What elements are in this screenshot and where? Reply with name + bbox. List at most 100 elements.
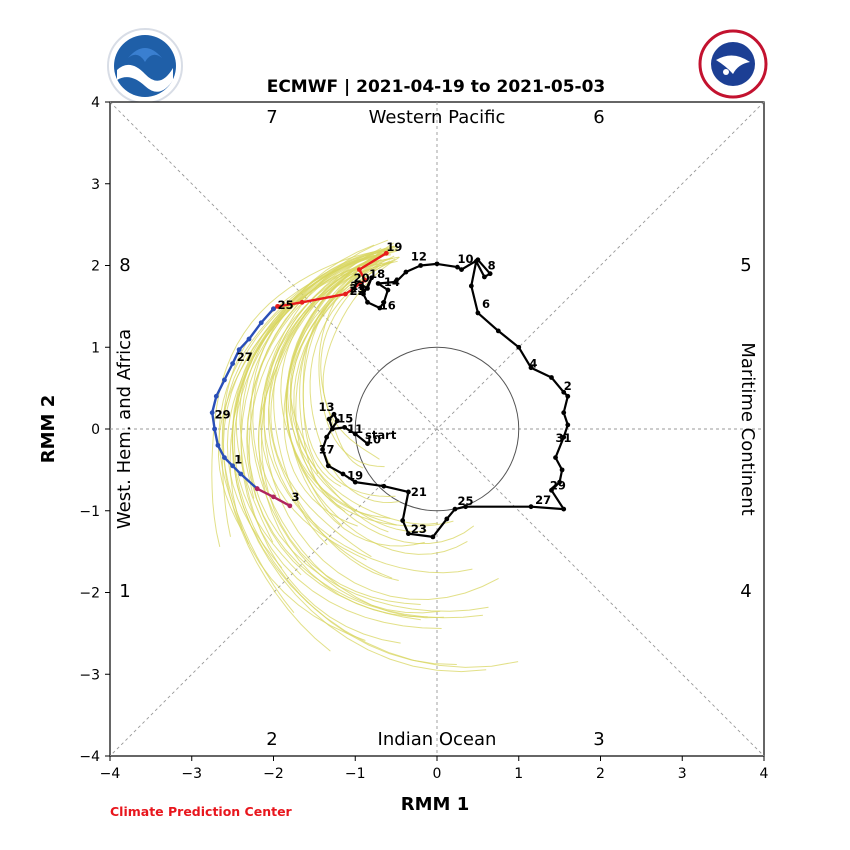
forecast_week1-point — [299, 299, 305, 305]
x-axis-label: RMM 1 — [401, 794, 469, 815]
y-tick-label: 4 — [91, 95, 100, 111]
x-tick-label: 1 — [514, 766, 523, 782]
observed-point — [495, 328, 501, 334]
credit-text: Climate Prediction Center — [110, 804, 292, 819]
y-axis-ticks: −4 −3 −2 −1 0 1 2 3 4 — [79, 95, 110, 765]
day-label: 19 — [386, 240, 402, 254]
observed-point — [377, 305, 383, 311]
observed-point — [365, 285, 370, 291]
y-tick-label: −1 — [79, 504, 100, 520]
day-label: 16 — [380, 299, 396, 313]
ensemble-member-line — [222, 261, 393, 652]
observed-point — [381, 299, 387, 305]
day-label: 25 — [278, 298, 294, 312]
y-tick-label: 3 — [91, 177, 100, 193]
observed-point — [553, 455, 558, 461]
y-tick-label: −3 — [79, 667, 100, 683]
observed-point — [475, 257, 481, 263]
observed-point — [561, 389, 567, 395]
day-label: 10 — [457, 252, 473, 266]
ensemble-members — [211, 239, 519, 673]
ensemble-member-line — [309, 258, 400, 504]
observed-point — [557, 479, 563, 485]
observed-point — [405, 531, 411, 537]
observed-point — [463, 504, 469, 510]
x-axis-ticks: −4 −3 −2 −1 0 1 2 3 4 — [100, 756, 769, 782]
observed-point — [403, 269, 409, 275]
forecast_week2-point — [271, 306, 276, 312]
region-label-maritime-continent: Maritime Continent — [737, 342, 758, 515]
observed-point — [565, 422, 571, 428]
x-tick-label: −1 — [345, 766, 366, 782]
forecast_week1-point — [356, 267, 362, 272]
observed-point — [385, 287, 391, 293]
observed-point — [324, 434, 330, 440]
forecast_week1-point — [343, 291, 348, 297]
day-label: 11 — [347, 422, 363, 436]
observed-point — [528, 365, 534, 371]
y-tick-label: 1 — [91, 340, 100, 356]
phase-label-3: 3 — [593, 729, 604, 750]
day-label: 1 — [234, 452, 242, 466]
observed-point — [444, 516, 450, 522]
observed-point — [452, 506, 458, 512]
observed-point — [326, 416, 332, 422]
forecast_week2-point — [258, 320, 264, 326]
ensemble-member-line — [290, 260, 389, 533]
forecast_week1-point — [275, 303, 280, 309]
ensemble-member-line — [302, 252, 386, 488]
day-label: 18 — [369, 267, 385, 281]
observed-point — [361, 289, 366, 295]
observed-point — [549, 375, 554, 380]
phase-label-8: 8 — [119, 255, 130, 276]
phase-label-7: 7 — [266, 107, 277, 128]
observed-point — [430, 534, 436, 540]
day-label: 23 — [350, 281, 366, 295]
forecast_week2-point — [236, 347, 242, 353]
phase-label-1: 1 — [119, 581, 130, 602]
day-label: 13 — [318, 400, 334, 414]
observed-point — [418, 263, 424, 268]
series-layer — [209, 250, 571, 540]
x-tick-label: −4 — [100, 766, 121, 782]
ensemble-member-line — [246, 251, 483, 619]
observed-point — [325, 463, 331, 469]
observed-point — [334, 418, 340, 424]
y-tick-label: 0 — [91, 422, 100, 438]
observed-point — [393, 279, 399, 285]
ensemble-member-line — [260, 239, 388, 561]
forecast_end-point — [271, 494, 276, 500]
observed-point — [455, 264, 460, 270]
observed-point — [475, 310, 481, 316]
observed-point — [381, 483, 387, 489]
day-label: 27 — [237, 350, 253, 364]
observed-point — [459, 267, 464, 272]
observed-point — [369, 275, 374, 281]
day-label: 10 — [365, 433, 381, 447]
region-label-western-pacific: Western Pacific — [369, 107, 506, 128]
forecast_end-point — [254, 486, 260, 492]
day-label: 25 — [457, 494, 473, 508]
y-tick-label: −4 — [79, 749, 100, 765]
chart-title: ECMWF | 2021-04-19 to 2021-05-03 — [267, 77, 606, 97]
day-label: 21 — [411, 485, 427, 499]
day-label: 23 — [411, 522, 427, 536]
ensemble-member-line — [240, 247, 442, 629]
phase-label-2: 2 — [266, 729, 277, 750]
forecast_week2-point — [230, 463, 236, 469]
forecast_week2-point — [222, 455, 227, 461]
day-label: start — [365, 428, 397, 442]
day-label: 31 — [556, 431, 572, 445]
y-tick-label: 2 — [91, 259, 100, 275]
observed-point — [365, 299, 370, 305]
ensemble-member-line — [322, 256, 400, 460]
day-label: 15 — [337, 411, 353, 425]
forecast_week2-point — [213, 393, 219, 399]
phase-label-6: 6 — [593, 107, 604, 128]
observed-point — [400, 518, 406, 523]
observed-point — [405, 489, 411, 495]
unit-circle — [354, 346, 520, 512]
forecast_week1-point — [383, 250, 389, 256]
observed-point — [375, 281, 381, 286]
